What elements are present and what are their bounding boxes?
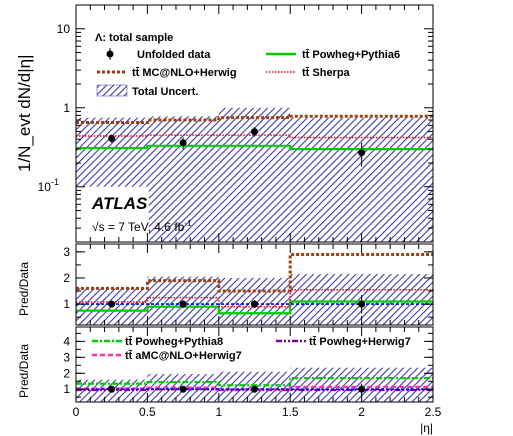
- main-y-axis-title: 1/N_evt dN/d|η|: [15, 54, 34, 172]
- legend-item-powheg-herwig7: tt̄ Powheg+Herwig7: [276, 336, 411, 348]
- energy-label-sup: -1: [184, 219, 192, 228]
- main-series-powheg-pythia6: [76, 144, 433, 151]
- main-ytick-label-exp-0: -1: [51, 177, 59, 187]
- ratio1-data-point-2: [251, 300, 258, 308]
- ratio1-series-mcatnlo-herwig: [76, 252, 433, 293]
- main-data-point-1: [179, 139, 187, 147]
- main-ytick-label-1: 1: [63, 101, 70, 115]
- ratio2-xtick-label-5: 2.5: [425, 405, 442, 419]
- energy-label-main: √s = 7 TeV, 4.6 fb: [92, 220, 185, 234]
- ratio2-xtick-label-4: 2: [358, 405, 365, 419]
- legend-item-data: Unfolded data: [106, 48, 211, 61]
- main-uncert-band-1: [147, 116, 219, 242]
- legend-amcatnlo-herwig7-label: tt̄ aMC@NLO+Herwig7: [125, 350, 242, 362]
- main-ytick-label-base-0: 10: [38, 180, 52, 194]
- ratio1-frame: [75, 243, 434, 326]
- energy-label: √s = 7 TeV, 4.6 fb-1: [92, 219, 192, 234]
- main-plot-area: [76, 107, 433, 242]
- ratio1-plot-area: [76, 252, 433, 325]
- ratio2-ytick-label-2: 3: [63, 350, 70, 364]
- ratio-panel-1: 1 2 3: [63, 243, 434, 326]
- ratio1-ytick-label-0: 1: [63, 297, 70, 311]
- legend-powheg-herwig7-label: tt̄ Powheg+Herwig7: [309, 336, 411, 348]
- ratio2-series-powheg-pythia8: [76, 376, 433, 387]
- main-series-mcatnlo-herwig: [76, 114, 433, 125]
- main-data-point-3: [358, 149, 366, 157]
- ratio1-ytick-label-2: 3: [63, 245, 70, 259]
- ratio1-series-sherpa: [76, 288, 433, 308]
- main-legend: Unfolded data tt̄ Powheg+Pythia6 tt̄ MC@…: [96, 48, 400, 98]
- legend-item-powheg-pythia6: tt̄ Powheg+Pythia6: [266, 49, 400, 61]
- ratio1-y-axis-title: Pred/Data: [17, 262, 31, 316]
- x-axis-title: |η|: [420, 421, 433, 435]
- legend-powheg-pythia8-label: tt̄ Powheg+Pythia8: [125, 336, 223, 348]
- ratio2-plot-area: [76, 367, 433, 402]
- legend-item-mcatnlo-herwig: tt̄ MC@NLO+Herwig: [97, 67, 237, 79]
- main-data-point-2: [251, 128, 258, 136]
- legend-sherpa-label: tt̄ Sherpa: [302, 67, 351, 79]
- ratio2-data-point-0: [108, 385, 116, 393]
- main-frame: [75, 4, 434, 243]
- ratio-panel-2: 1 2 3 4 0 0.5 1 1.5 2 2.5: [63, 326, 442, 419]
- main-data-point-0: [108, 134, 116, 142]
- atlas-label-background: [77, 186, 149, 241]
- ratio1-data-point-3: [358, 300, 366, 308]
- ratio2-frame: [75, 326, 434, 403]
- ratio1-data-point-0: [108, 300, 116, 308]
- ratio1-data-point-1: [179, 300, 187, 308]
- ratio2-legend: tt̄ Powheg+Pythia8 tt̄ Powheg+Herwig7 tt…: [92, 336, 411, 362]
- legend-powheg-pythia6-label: tt̄ Powheg+Pythia6: [302, 49, 400, 61]
- legend-uncert-swatch: [96, 84, 128, 97]
- legend-item-uncert: Total Uncert.: [96, 84, 198, 98]
- ratio2-ytick-label-3: 4: [63, 334, 70, 348]
- ratio2-xtick-label-0: 0: [73, 405, 80, 419]
- selection-label: Λ: total sample: [95, 32, 173, 44]
- legend-item-powheg-pythia8: tt̄ Powheg+Pythia8: [92, 336, 223, 348]
- legend-item-sherpa: tt̄ Sherpa: [266, 67, 351, 79]
- ratio2-xtick-label-3: 1.5: [282, 405, 299, 419]
- ratio1-ytick-label-1: 2: [63, 271, 70, 285]
- main-ytick-label-2: 10: [57, 22, 71, 36]
- main-uncert-band-3: [290, 117, 433, 242]
- legend-uncert-label: Total Uncert.: [132, 86, 198, 98]
- atlas-label: ATLAS: [91, 194, 148, 213]
- main-ytick-label-0: 10-1: [38, 177, 59, 194]
- ratio2-data-point-1: [179, 385, 187, 393]
- ratio2-xtick-label-2: 1: [215, 405, 222, 419]
- legend-mcatnlo-herwig-label: tt̄ MC@NLO+Herwig: [132, 67, 237, 79]
- legend-item-amcatnlo-herwig7: tt̄ aMC@NLO+Herwig7: [92, 350, 242, 362]
- ratio2-ytick-label-0: 1: [63, 382, 70, 396]
- main-series-sherpa: [76, 134, 433, 139]
- ratio2-data-point-2: [251, 385, 258, 393]
- legend-data-label: Unfolded data: [137, 49, 211, 61]
- ratio2-ytick-label-1: 2: [63, 366, 70, 380]
- ratio2-data-point-3: [358, 385, 366, 393]
- ratio2-y-axis-title: Pred/Data: [17, 344, 31, 398]
- ratio2-xtick-label-1: 0.5: [139, 405, 156, 419]
